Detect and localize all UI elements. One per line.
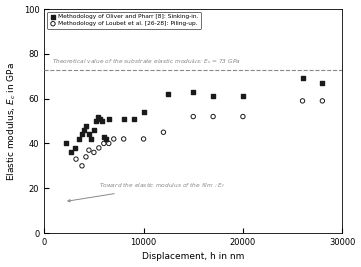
Methodology of Loubet et al. [26-28]: Piling-up.: (3.2e+03, 33): Piling-up.: (3.2e+03, 33) (73, 157, 79, 161)
Methodology of Loubet et al. [26-28]: Piling-up.: (8e+03, 42): Piling-up.: (8e+03, 42) (121, 137, 127, 141)
Methodology of Oliver and Pharr [8]: Sinking-in.: (6e+03, 43): Sinking-in.: (6e+03, 43) (101, 135, 107, 139)
Methodology of Oliver and Pharr [8]: Sinking-in.: (4.7e+03, 42): Sinking-in.: (4.7e+03, 42) (88, 137, 94, 141)
Methodology of Oliver and Pharr [8]: Sinking-in.: (5.2e+03, 50): Sinking-in.: (5.2e+03, 50) (93, 119, 99, 123)
Methodology of Oliver and Pharr [8]: Sinking-in.: (5e+03, 46): Sinking-in.: (5e+03, 46) (91, 128, 97, 132)
Methodology of Oliver and Pharr [8]: Sinking-in.: (2.7e+03, 36): Sinking-in.: (2.7e+03, 36) (68, 150, 74, 155)
Methodology of Loubet et al. [26-28]: Piling-up.: (2.8e+04, 59): Piling-up.: (2.8e+04, 59) (319, 99, 325, 103)
Text: Toward the elastic modulus of the film : E$_f$: Toward the elastic modulus of the film :… (68, 182, 226, 202)
Legend: Methodology of Oliver and Pharr [8]: Sinking-in., Methodology of Loubet et al. [: Methodology of Oliver and Pharr [8]: Sin… (47, 12, 201, 29)
X-axis label: Displacement, h in nm: Displacement, h in nm (142, 252, 244, 261)
Methodology of Oliver and Pharr [8]: Sinking-in.: (4.5e+03, 44): Sinking-in.: (4.5e+03, 44) (86, 132, 92, 137)
Methodology of Oliver and Pharr [8]: Sinking-in.: (2.6e+04, 69): Sinking-in.: (2.6e+04, 69) (300, 76, 305, 81)
Methodology of Loubet et al. [26-28]: Piling-up.: (1.7e+04, 52): Piling-up.: (1.7e+04, 52) (210, 115, 216, 119)
Methodology of Loubet et al. [26-28]: Piling-up.: (5e+03, 36): Piling-up.: (5e+03, 36) (91, 150, 97, 155)
Methodology of Oliver and Pharr [8]: Sinking-in.: (3.1e+03, 38): Sinking-in.: (3.1e+03, 38) (72, 146, 78, 150)
Methodology of Loubet et al. [26-28]: Piling-up.: (7e+03, 42): Piling-up.: (7e+03, 42) (111, 137, 117, 141)
Methodology of Oliver and Pharr [8]: Sinking-in.: (3.8e+03, 44): Sinking-in.: (3.8e+03, 44) (79, 132, 85, 137)
Methodology of Loubet et al. [26-28]: Piling-up.: (1.5e+04, 52): Piling-up.: (1.5e+04, 52) (190, 115, 196, 119)
Methodology of Oliver and Pharr [8]: Sinking-in.: (1.5e+04, 63): Sinking-in.: (1.5e+04, 63) (190, 90, 196, 94)
Methodology of Oliver and Pharr [8]: Sinking-in.: (2.2e+03, 40): Sinking-in.: (2.2e+03, 40) (63, 141, 69, 146)
Methodology of Loubet et al. [26-28]: Piling-up.: (4.5e+03, 37): Piling-up.: (4.5e+03, 37) (86, 148, 92, 152)
Methodology of Loubet et al. [26-28]: Piling-up.: (6e+03, 40): Piling-up.: (6e+03, 40) (101, 141, 107, 146)
Methodology of Oliver and Pharr [8]: Sinking-in.: (3.5e+03, 42): Sinking-in.: (3.5e+03, 42) (76, 137, 82, 141)
Methodology of Loubet et al. [26-28]: Piling-up.: (3.8e+03, 30): Piling-up.: (3.8e+03, 30) (79, 164, 85, 168)
Methodology of Loubet et al. [26-28]: Piling-up.: (5.5e+03, 38): Piling-up.: (5.5e+03, 38) (96, 146, 102, 150)
Methodology of Oliver and Pharr [8]: Sinking-in.: (5.4e+03, 52): Sinking-in.: (5.4e+03, 52) (95, 115, 101, 119)
Methodology of Oliver and Pharr [8]: Sinking-in.: (5.6e+03, 51): Sinking-in.: (5.6e+03, 51) (97, 117, 103, 121)
Methodology of Oliver and Pharr [8]: Sinking-in.: (2e+04, 61): Sinking-in.: (2e+04, 61) (240, 94, 246, 99)
Methodology of Loubet et al. [26-28]: Piling-up.: (6.5e+03, 40): Piling-up.: (6.5e+03, 40) (106, 141, 112, 146)
Methodology of Oliver and Pharr [8]: Sinking-in.: (1.25e+04, 62): Sinking-in.: (1.25e+04, 62) (165, 92, 171, 96)
Methodology of Oliver and Pharr [8]: Sinking-in.: (6.2e+03, 42): Sinking-in.: (6.2e+03, 42) (103, 137, 109, 141)
Methodology of Oliver and Pharr [8]: Sinking-in.: (6.5e+03, 51): Sinking-in.: (6.5e+03, 51) (106, 117, 112, 121)
Methodology of Loubet et al. [26-28]: Piling-up.: (4.2e+03, 34): Piling-up.: (4.2e+03, 34) (83, 155, 89, 159)
Methodology of Loubet et al. [26-28]: Piling-up.: (2.6e+04, 59): Piling-up.: (2.6e+04, 59) (300, 99, 305, 103)
Methodology of Oliver and Pharr [8]: Sinking-in.: (8e+03, 51): Sinking-in.: (8e+03, 51) (121, 117, 127, 121)
Y-axis label: Elastic modulus, $E_c$ in GPa: Elastic modulus, $E_c$ in GPa (5, 61, 18, 180)
Methodology of Oliver and Pharr [8]: Sinking-in.: (4.2e+03, 48): Sinking-in.: (4.2e+03, 48) (83, 123, 89, 128)
Methodology of Oliver and Pharr [8]: Sinking-in.: (4e+03, 46): Sinking-in.: (4e+03, 46) (81, 128, 87, 132)
Methodology of Oliver and Pharr [8]: Sinking-in.: (1e+04, 54): Sinking-in.: (1e+04, 54) (141, 110, 147, 114)
Methodology of Oliver and Pharr [8]: Sinking-in.: (2.8e+04, 67): Sinking-in.: (2.8e+04, 67) (319, 81, 325, 85)
Methodology of Loubet et al. [26-28]: Piling-up.: (2e+04, 52): Piling-up.: (2e+04, 52) (240, 115, 246, 119)
Methodology of Oliver and Pharr [8]: Sinking-in.: (1.7e+04, 61): Sinking-in.: (1.7e+04, 61) (210, 94, 216, 99)
Methodology of Oliver and Pharr [8]: Sinking-in.: (5.8e+03, 50): Sinking-in.: (5.8e+03, 50) (99, 119, 105, 123)
Methodology of Oliver and Pharr [8]: Sinking-in.: (9e+03, 51): Sinking-in.: (9e+03, 51) (131, 117, 136, 121)
Methodology of Loubet et al. [26-28]: Piling-up.: (1.2e+04, 45): Piling-up.: (1.2e+04, 45) (161, 130, 166, 134)
Text: Theoretical value of the substrate elastic modulus: E$_s$ = 73 GPa: Theoretical value of the substrate elast… (52, 57, 241, 66)
Methodology of Loubet et al. [26-28]: Piling-up.: (1e+04, 42): Piling-up.: (1e+04, 42) (141, 137, 147, 141)
